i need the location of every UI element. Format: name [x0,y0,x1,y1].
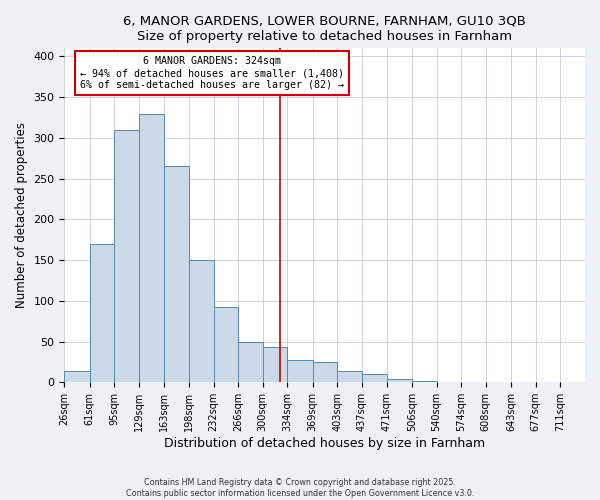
Bar [64,371,90,382]
Bar [139,114,164,382]
Text: 6 MANOR GARDENS: 324sqm
← 94% of detached houses are smaller (1,408)
6% of semi-: 6 MANOR GARDENS: 324sqm ← 94% of detache… [80,56,344,90]
Bar [287,360,313,382]
Bar [362,374,386,382]
Bar [313,362,337,382]
Bar [263,346,287,382]
Bar [238,342,263,382]
Bar [386,379,412,382]
X-axis label: Distribution of detached houses by size in Farnham: Distribution of detached houses by size … [164,437,485,450]
Bar [214,306,238,382]
Bar [189,260,214,382]
Bar [164,166,189,382]
Bar [90,244,115,382]
Title: 6, MANOR GARDENS, LOWER BOURNE, FARNHAM, GU10 3QB
Size of property relative to d: 6, MANOR GARDENS, LOWER BOURNE, FARNHAM,… [123,15,526,43]
Bar [412,380,437,382]
Text: Contains HM Land Registry data © Crown copyright and database right 2025.
Contai: Contains HM Land Registry data © Crown c… [126,478,474,498]
Y-axis label: Number of detached properties: Number of detached properties [15,122,28,308]
Bar [115,130,139,382]
Bar [337,371,362,382]
